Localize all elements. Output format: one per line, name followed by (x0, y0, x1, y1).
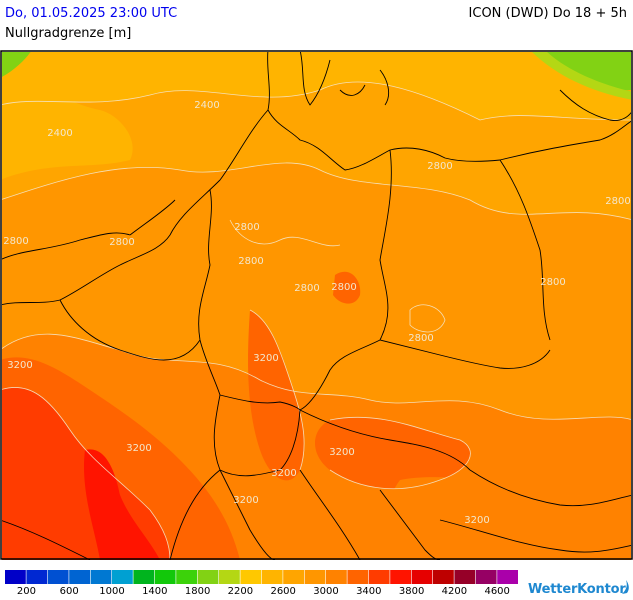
field-green-nw (2, 52, 31, 77)
legend-tick-label: 4200 (441, 586, 468, 597)
legend-tick-label: 1000 (99, 586, 125, 597)
contour-label: 2800 (109, 237, 134, 248)
legend-swatch (90, 570, 112, 584)
legend-tick-label: 3800 (398, 586, 425, 597)
parameter-label: Nullgradgrenze [m] (5, 26, 132, 41)
contour-label: 3200 (233, 495, 258, 506)
contour-label: 3200 (7, 360, 32, 371)
contour-label: 2800 (3, 236, 28, 247)
field-band-north-2 (2, 52, 631, 120)
color-legend (5, 570, 518, 584)
field-band-southeast (315, 417, 471, 489)
legend-tick-label: 1800 (184, 586, 211, 597)
legend-swatch (240, 570, 262, 584)
map-frame (0, 50, 633, 560)
legend-tick-label: 3000 (313, 586, 339, 597)
legend-tick-label: 1400 (142, 586, 168, 597)
legend-swatch (390, 570, 411, 584)
contour-label: 2400 (47, 128, 72, 139)
legend-swatch (368, 570, 390, 584)
legend-swatch (304, 570, 326, 584)
legend-swatch (176, 570, 197, 584)
contour-label: 3200 (329, 447, 354, 458)
contour-label: 3200 (126, 443, 151, 454)
legend-swatch (497, 570, 518, 584)
legend-tick-label: 2200 (227, 586, 254, 597)
field-spot-east (333, 271, 361, 304)
legend-tick-label: 200 (16, 586, 36, 597)
legend-swatch (326, 570, 347, 584)
field-green-ne (542, 52, 631, 91)
legend-swatch (219, 570, 240, 584)
field-band-balkan (380, 477, 631, 560)
legend-swatch (411, 570, 433, 584)
field-red-core (83, 449, 160, 560)
legend-swatch (26, 570, 48, 584)
contour-label: 3200 (253, 353, 278, 364)
legend-swatch (261, 570, 283, 584)
legend-swatch (154, 570, 176, 584)
legend-tick-label: 3400 (356, 586, 382, 597)
legend-tick-label: 4600 (484, 586, 510, 597)
contour-label: 2800 (427, 161, 452, 172)
legend-swatch (454, 570, 476, 584)
contour-label: 2800 (238, 256, 263, 267)
model-run-label: ICON (DWD) Do 18 + 5h (468, 6, 627, 21)
country-borders (2, 52, 631, 560)
legend-swatch (197, 570, 219, 584)
contour-label: 2800 (331, 282, 356, 293)
legend-swatch (433, 570, 454, 584)
contour-label: 2800 (540, 277, 565, 288)
field-band-northwest (2, 87, 133, 180)
contour-label: 2400 (194, 100, 219, 111)
wetterkontor-logo-text: WetterKontor (528, 582, 626, 597)
legend-swatch (347, 570, 369, 584)
contour-label: 2800 (605, 196, 630, 207)
contour-label: 2800 (408, 333, 433, 344)
legend-swatch (47, 570, 69, 584)
field-yellow-ne (532, 52, 631, 100)
field-band-alps (248, 310, 305, 481)
wetterkontor-logo-icon (622, 580, 629, 594)
contour-label: 3200 (271, 468, 296, 479)
legend-swatch (283, 570, 304, 584)
legend-swatch (133, 570, 155, 584)
legend-swatch (69, 570, 90, 584)
legend-swatch (475, 570, 497, 584)
contour-label: 3200 (464, 515, 489, 526)
date-time-label: Do, 01.05.2025 23:00 UTC (5, 6, 178, 21)
legend-swatch (112, 570, 133, 584)
freezing-level-map: 2400 2400 2800 2800 2800 2800 2800 2800 2800 2800… (0, 50, 633, 560)
contour-label: 2800 (294, 283, 319, 294)
legend-swatch (5, 570, 26, 584)
contour-label: 2800 (234, 222, 259, 233)
legend-tick-label: 600 (59, 586, 79, 597)
legend-tick-label: 2600 (270, 586, 296, 597)
